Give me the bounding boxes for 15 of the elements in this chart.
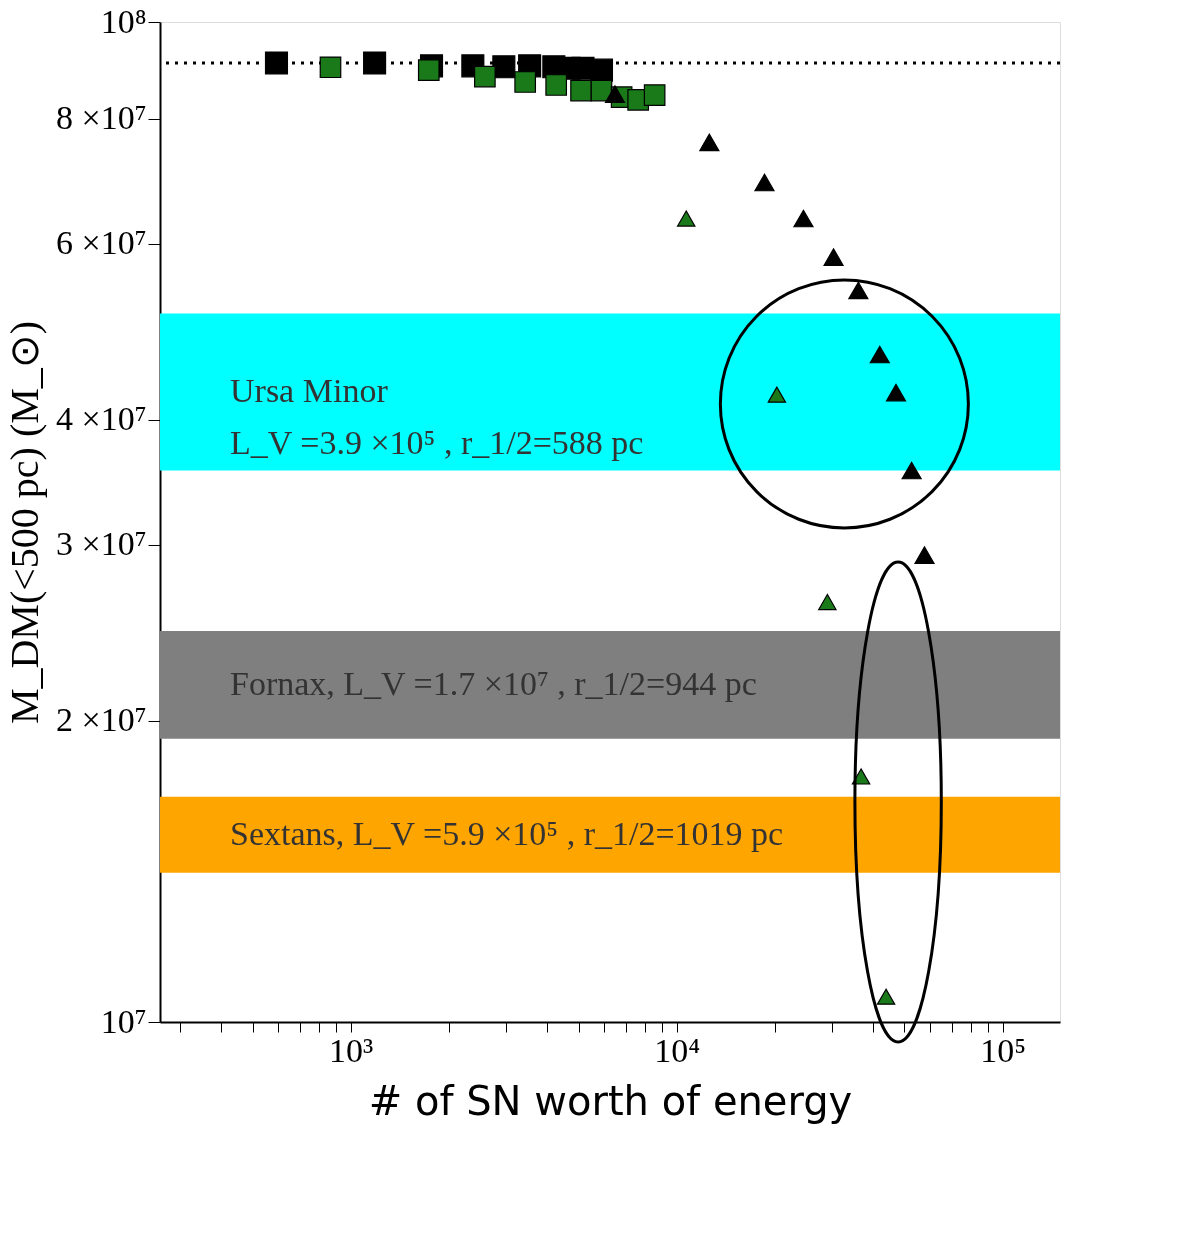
y-tick-label: 3 ×10⁷ [55,525,147,563]
x-tick-label: 10³ [329,1031,374,1069]
y-tick-label: 4 ×10⁷ [55,400,147,438]
y-tick-label: 10⁷ [100,1002,147,1040]
y-tick-label: 2 ×10⁷ [55,701,147,739]
x-tick-label: 10⁴ [654,1031,701,1069]
y-tick-label: 8 ×10⁷ [55,99,147,137]
band-label: Fornax, L_V =1.7 ×10⁷ , r_1/2=944 pc [230,664,757,702]
y-axis-title: M_DM(<500 pc) (M_⊙) [1,320,47,725]
x-tick-label: 10⁵ [980,1031,1027,1069]
y-tick-label: 10⁸ [100,2,147,40]
x-axis-title: # of SN worth of energy [368,1077,853,1124]
band-label: Sextans, L_V =5.9 ×10⁵ , r_1/2=1019 pc [230,814,784,852]
y-tick-label: 6 ×10⁷ [55,224,147,262]
band-label: Ursa Minor L_V =3.9 ×10⁵ , r_1/2=588 pc [230,372,644,462]
